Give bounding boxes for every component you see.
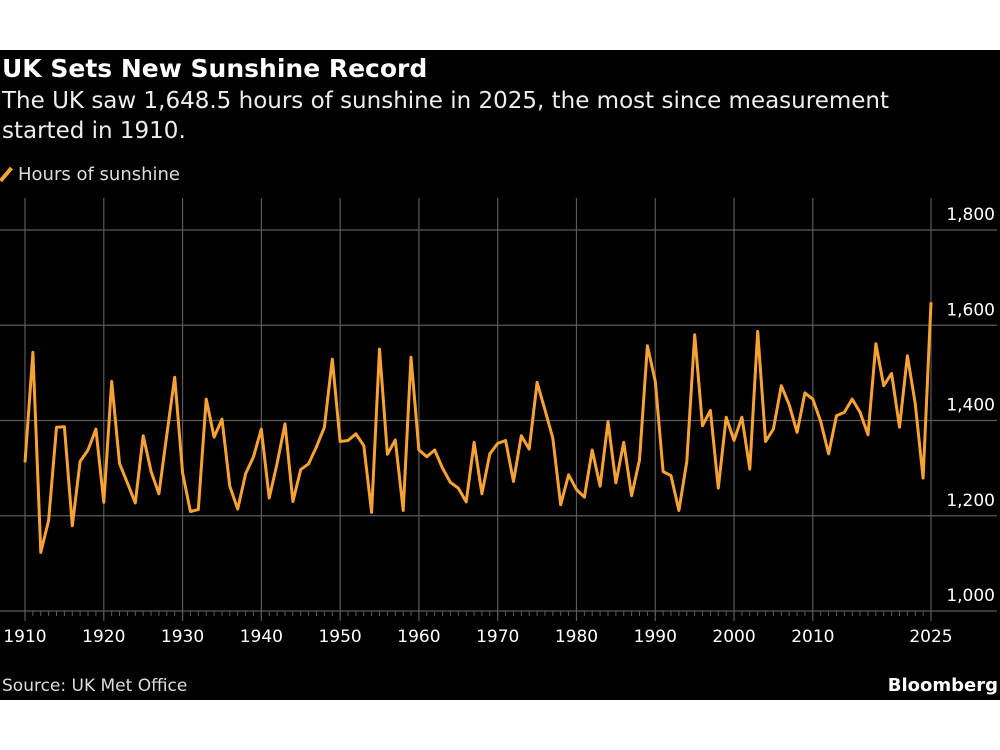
- x-tick-label: 1920: [82, 627, 125, 647]
- y-tick-label: 1,000: [946, 586, 995, 606]
- source-note: Source: UK Met Office: [2, 676, 188, 696]
- x-tick-label: 1930: [161, 627, 204, 647]
- x-tick-label: 1960: [397, 627, 440, 647]
- chart-panel: 1,000 1,200 1,400 1,600 1,800 1910 1920 1930 194…: [0, 50, 1000, 700]
- legend: Hours of sunshine: [0, 164, 180, 185]
- line-chart: 1,000 1,200 1,400 1,600 1,800 1910 1920 1930 194…: [0, 198, 997, 647]
- bloomberg-logo: Bloomberg: [887, 675, 998, 696]
- chart-title: UK Sets New Sunshine Record: [2, 54, 428, 83]
- x-tick-label: 2000: [712, 627, 755, 647]
- y-tick-label: 1,200: [946, 491, 995, 511]
- sunshine-series-line: [23, 302, 933, 554]
- x-tick-label: 2025: [909, 627, 952, 647]
- x-tick-label: 2010: [791, 627, 834, 647]
- x-tick-label: 1950: [318, 627, 361, 647]
- x-tick-label: 1970: [476, 627, 519, 647]
- x-tick-label: 1990: [634, 627, 677, 647]
- chart-subtitle: The UK saw 1,648.5 hours of sunshine in …: [2, 88, 889, 144]
- y-tick-label: 1,600: [946, 300, 995, 320]
- y-tick-label: 1,400: [946, 396, 995, 416]
- x-tick-label: 1910: [3, 627, 46, 647]
- x-tick-label: 1940: [240, 627, 283, 647]
- y-tick-label: 1,800: [946, 205, 995, 225]
- x-tick-label: 1980: [555, 627, 598, 647]
- legend-label: Hours of sunshine: [18, 164, 180, 185]
